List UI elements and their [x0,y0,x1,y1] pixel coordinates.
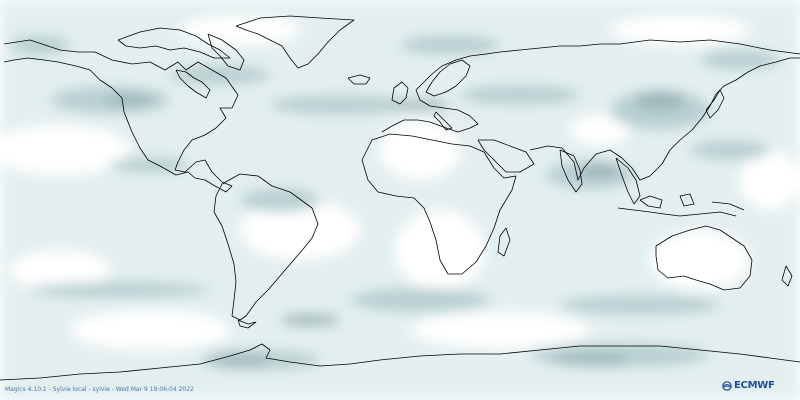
antarctica-coast [0,343,800,381]
greenland-coast [235,15,355,69]
hudson-bay-coast [175,69,211,99]
europe-coast [381,39,800,133]
indochina-coast [615,157,641,205]
australia-coast [655,225,753,291]
asia-coast [529,57,800,181]
new-zealand-coast [781,265,793,287]
madagascar-coast [497,227,511,257]
indonesia-coast [617,193,745,217]
tierra-del-fuego-coast [237,319,257,329]
ecmwf-logo-text: ECMWF [734,380,775,391]
ecmwf-logo: ECMWF [722,380,775,391]
british-isles-coast [391,81,409,105]
footer-credit: Magics 4.10.1 - Sylvie local - sylvie - … [5,386,194,393]
india-coast [559,149,583,193]
arabia-coast [477,139,535,173]
north-america-coast [3,39,239,193]
japan-coast [705,89,725,119]
africa-coast [361,133,517,275]
scandinavia-coast [425,59,471,97]
south-america-coast [213,173,319,321]
baffin-island-coast [207,33,245,71]
ecmwf-logo-icon [722,380,732,391]
italy-coast [433,111,453,131]
iceland-coast [347,74,371,85]
coastlines [0,15,800,381]
